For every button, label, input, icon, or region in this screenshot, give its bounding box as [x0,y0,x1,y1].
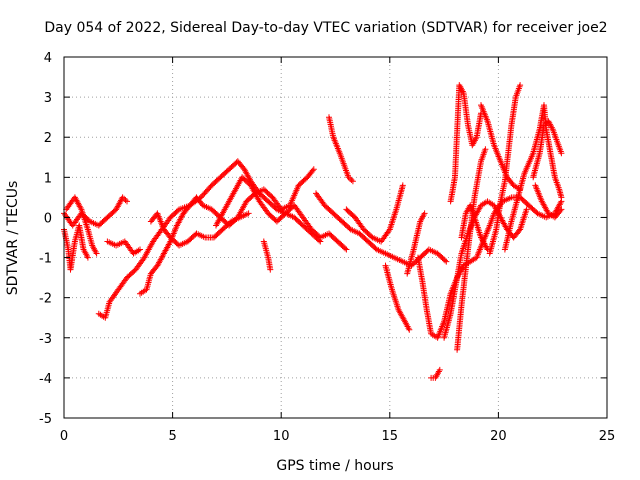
series-arc-19 [447,82,484,205]
series-arc-9 [260,238,274,273]
series-arc-13 [382,262,413,333]
x-tick-label: 5 [168,429,176,444]
plot-frame [63,56,608,419]
data-point [124,198,130,205]
series-arc-18 [454,146,489,353]
y-tick-label: -4 [39,372,52,387]
data-point [309,167,316,174]
data-point [310,166,317,173]
data-point [349,178,356,185]
data-point [436,366,443,373]
series-arc-22 [486,82,524,257]
y-tick-label: 4 [44,51,52,66]
y-tick-label: 3 [44,91,52,106]
y-axis-ticks: 4 3 2 1 0 -1 -2 -3 -4 -5 [39,51,607,427]
data-point [421,210,428,217]
x-tick-label: 15 [382,429,399,444]
series-arc-25 [532,182,565,221]
data-point [558,150,565,157]
series-arc-14 [404,210,428,277]
data-point [84,254,91,261]
data-point [348,177,355,183]
data-point [245,210,252,217]
y-axis-label: SDTVAR / TECUs [5,181,21,296]
x-tick-label: 0 [60,429,68,444]
data-point [558,194,565,201]
x-axis-label: GPS time / hours [276,458,393,474]
data-point [93,250,100,257]
data-point [442,257,448,264]
data-point [267,266,274,273]
data-point [558,206,565,213]
y-tick-label: -5 [39,412,52,427]
series-arc-15 [415,194,565,341]
y-tick-label: -1 [39,252,52,267]
series-arc-7 [147,210,252,249]
series-arc-17 [441,198,530,341]
series-arc-10 [326,114,356,185]
data-point [122,197,129,204]
x-tick-label: 20 [490,429,507,444]
series-arc-21 [478,102,524,193]
series-arc-4 [95,158,324,321]
data-point [121,195,128,202]
series-arc-1 [61,222,91,273]
y-tick-label: 1 [44,171,52,186]
series-arc-3 [63,194,100,257]
series-arc-24 [530,118,565,181]
data-point [343,246,350,253]
series-arc-16 [428,366,443,381]
data-point [342,245,349,252]
x-tick-label: 25 [599,429,616,444]
data-point [517,82,524,89]
series-arc-12 [343,182,406,245]
data-point [406,326,413,333]
series-arc-5 [104,238,143,257]
series-arc-11 [313,190,450,269]
y-tick-label: 0 [44,211,52,226]
series-arc-20 [458,202,491,253]
chart-title: Day 054 of 2022, Sidereal Day-to-day VTE… [44,20,607,36]
y-tick-label: -3 [39,332,52,347]
data-point [137,246,143,253]
y-tick-label: 2 [44,131,52,146]
data-point [399,182,406,189]
data-points [61,82,565,381]
y-tick-label: -2 [39,292,52,307]
data-point [347,175,353,182]
x-axis-ticks: 0 5 10 15 20 25 [60,57,615,444]
series-arc-8 [213,174,350,253]
data-point [443,258,450,265]
data-point [523,206,530,213]
x-tick-label: 10 [273,429,290,444]
data-point [482,146,489,153]
data-point [557,207,564,214]
